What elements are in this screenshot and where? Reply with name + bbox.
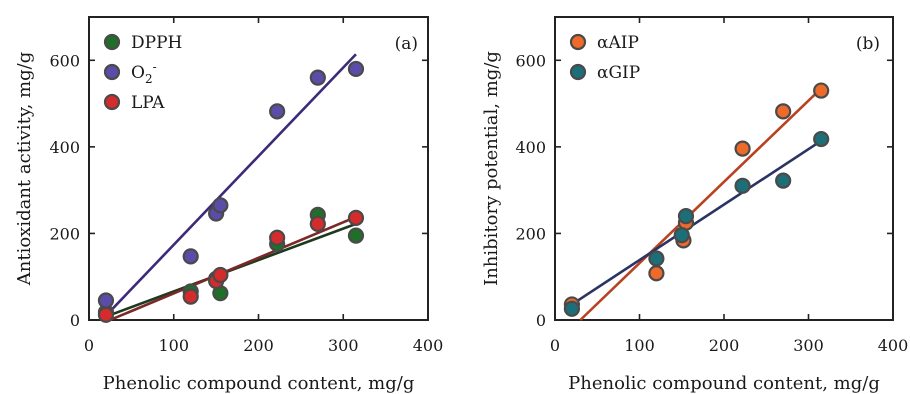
data-point-1 [563, 300, 581, 317]
data-point-0 [775, 103, 792, 120]
legend-label-sup: - [153, 60, 157, 74]
fit-line-1 [571, 139, 822, 306]
data-point-2 [212, 266, 229, 284]
data-point-1 [347, 60, 365, 78]
legend-label-sub: 2 [145, 72, 153, 86]
data-point-0 [347, 227, 365, 244]
data-point-1 [734, 177, 751, 194]
legend-label: O2- [131, 60, 157, 86]
legend-marker [569, 33, 587, 51]
panel-label: (b) [856, 34, 880, 54]
x-tick-label: 0 [84, 336, 94, 355]
legend-marker [103, 33, 121, 51]
y-tick-label: 400 [49, 138, 80, 157]
x-tick-label: 300 [328, 336, 359, 355]
y-axis-title: Antioxidant activity, mg/g [14, 52, 35, 287]
data-point-2 [97, 306, 115, 323]
data-point-1 [775, 172, 792, 189]
y-tick-label: 600 [49, 51, 80, 70]
y-tick-label: 400 [515, 138, 546, 157]
data-point-1 [677, 208, 695, 225]
panel-label: (a) [395, 34, 418, 54]
y-tick-label: 200 [49, 224, 80, 243]
x-tick-label: 0 [550, 336, 560, 355]
legend-label-main: O [131, 63, 145, 83]
legend-label: αGIP [597, 63, 640, 83]
fit-line-1 [105, 53, 357, 317]
x-tick-label: 100 [624, 336, 655, 355]
legend-label: αAIP [597, 33, 639, 53]
x-axis-title: Phenolic compound content, mg/g [103, 373, 415, 394]
data-point-1 [309, 69, 326, 86]
x-tick-label: 300 [793, 336, 824, 355]
panel-b-chart: 0 100 200 300 400 0 200 400 600 Phenolic compound… [481, 16, 909, 394]
y-tick-label: 0 [536, 311, 546, 330]
data-point-1 [648, 250, 665, 267]
data-point-2 [269, 229, 286, 246]
data-point-2 [347, 209, 365, 226]
data-point-1 [182, 248, 199, 265]
x-tick-label: 100 [158, 336, 189, 355]
data-point-0 [734, 140, 751, 157]
legend-label: DPPH [131, 33, 182, 53]
y-tick-label: 200 [515, 224, 546, 243]
legend-marker [103, 63, 121, 81]
legend-marker [569, 63, 587, 81]
legend-marker [103, 93, 121, 111]
panel-a-chart: 0 100 200 300 400 0 200 400 600 Phenolic compound… [14, 16, 444, 394]
x-tick-label: 200 [709, 336, 740, 355]
data-point-0 [648, 265, 665, 282]
y-axis-title: Inhibitory potential, mg/g [481, 51, 502, 286]
y-tick-label: 600 [515, 51, 546, 70]
y-tick-label: 0 [70, 311, 80, 330]
legend-label: LPA [131, 93, 165, 113]
fit-line-2 [105, 215, 357, 323]
x-axis-title: Phenolic compound content, mg/g [568, 373, 880, 394]
data-point-1 [97, 292, 115, 309]
data-point-1 [673, 227, 690, 244]
data-point-1 [269, 103, 286, 120]
x-tick-label: 200 [243, 336, 274, 355]
data-point-0 [813, 82, 830, 99]
fit-line-0 [579, 87, 823, 321]
data-point-1 [212, 197, 229, 214]
data-point-2 [182, 288, 199, 305]
data-point-2 [309, 215, 326, 233]
x-tick-label: 400 [878, 336, 909, 355]
x-tick-label: 400 [413, 336, 444, 355]
data-point-1 [813, 130, 830, 148]
